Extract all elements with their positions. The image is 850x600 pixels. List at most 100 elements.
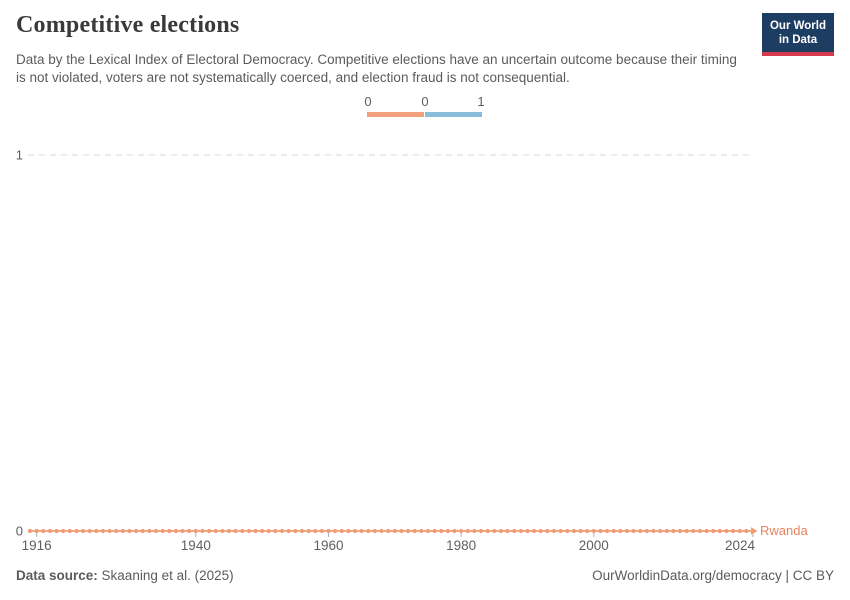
- series-point-1961: [333, 528, 338, 534]
- series-point-1950: [260, 528, 265, 534]
- series-point-1973: [412, 528, 417, 534]
- owid-logo-line2: in Data: [778, 34, 818, 46]
- legend-color-bar: [367, 112, 482, 117]
- series-point-2020: [724, 528, 729, 534]
- series-point-1944: [220, 528, 225, 534]
- series-point-2018: [711, 528, 716, 534]
- series-point-1987: [505, 528, 510, 534]
- series-point-2017: [704, 528, 709, 534]
- series-point-1988: [512, 528, 517, 534]
- series-point-1986: [498, 528, 504, 534]
- series-point-2004: [618, 528, 623, 534]
- series-point-1971: [399, 528, 404, 534]
- series-point-1964: [352, 528, 358, 534]
- series-point-1982: [472, 528, 477, 534]
- series-point-1951: [266, 528, 271, 534]
- series-label-rwanda: Rwanda: [760, 523, 808, 538]
- series-end-marker: [751, 527, 758, 535]
- series-point-1928: [114, 528, 119, 534]
- series-point-1938: [180, 528, 185, 534]
- series-point-1942: [206, 528, 212, 534]
- data-source-value: Skaaning et al. (2025): [101, 568, 234, 583]
- series-point-2016: [697, 528, 703, 534]
- x-axis-label-2024: 2024: [725, 538, 756, 553]
- series-point-1916: [34, 528, 39, 534]
- series-point-1995: [558, 528, 563, 534]
- legend-tick-label: 1: [477, 94, 485, 109]
- series-point-1949: [253, 528, 258, 534]
- series-point-1917: [41, 528, 46, 534]
- series-point-1920: [61, 528, 66, 534]
- series-point-2011: [664, 528, 669, 534]
- owid-logo-line1: Our World: [769, 20, 826, 32]
- series-point-1976: [432, 528, 437, 534]
- series-point-2000: [591, 528, 596, 534]
- series-point-1939: [187, 528, 192, 534]
- x-axis-label-1980: 1980: [446, 538, 476, 553]
- series-point-1965: [359, 528, 364, 534]
- x-axis-label-2000: 2000: [579, 538, 609, 553]
- series-point-1983: [478, 528, 484, 534]
- series-point-2008: [644, 528, 649, 534]
- series-point-1980: [459, 528, 464, 534]
- series-point-1956: [299, 528, 305, 534]
- series-point-1999: [585, 528, 590, 534]
- x-axis-label-1916: 1916: [22, 538, 52, 553]
- page-title: Competitive elections: [16, 12, 240, 38]
- series-point-2002: [604, 528, 610, 534]
- legend-tick-label: 0: [364, 94, 372, 109]
- data-source-label: Data source:: [16, 568, 98, 583]
- series-point-1934: [153, 528, 159, 534]
- y-axis-label-1: 1: [16, 148, 23, 163]
- series-point-1994: [551, 528, 557, 534]
- series-point-1918: [47, 528, 52, 534]
- series-point-1924: [87, 528, 92, 534]
- series-point-1972: [405, 528, 411, 534]
- series-point-2014: [684, 528, 689, 534]
- series-point-1998: [578, 528, 583, 534]
- series-point-2010: [658, 528, 663, 534]
- series-point-1925: [94, 528, 99, 534]
- series-point-1921: [67, 528, 72, 534]
- series-point-2021: [731, 528, 736, 534]
- series-point-1926: [100, 528, 106, 534]
- series-point-1923: [80, 528, 86, 534]
- series-point-1932: [140, 528, 145, 534]
- series-point-1975: [425, 528, 431, 534]
- series-point-2022: [737, 528, 742, 534]
- series-point-1990: [525, 528, 530, 534]
- owid-logo: Our World in Data: [761, 13, 834, 56]
- series-point-1922: [74, 528, 79, 534]
- series-point-1962: [339, 528, 344, 534]
- x-axis-label-1940: 1940: [181, 538, 211, 553]
- series-point-1981: [465, 528, 470, 534]
- series-point-1941: [200, 528, 205, 534]
- series-point-2001: [598, 528, 603, 534]
- series-point-1933: [147, 528, 152, 534]
- series-point-1937: [173, 528, 179, 534]
- series-point-1959: [319, 528, 324, 534]
- series-point-1947: [240, 528, 245, 534]
- color-legend: 0 0 1: [364, 94, 485, 119]
- series-point-2003: [611, 528, 616, 534]
- series-point-2012: [671, 528, 676, 534]
- y-axis-label-0: 0: [16, 524, 23, 539]
- series-point-1993: [545, 528, 550, 534]
- series-point-1989: [518, 528, 523, 534]
- series-point-2006: [631, 528, 636, 534]
- series-point-1996: [565, 528, 570, 534]
- series-point-2005: [624, 528, 630, 534]
- series-point-2023: [744, 528, 749, 534]
- series-point-1936: [167, 528, 172, 534]
- series-point-1930: [127, 528, 132, 534]
- series-point-1969: [386, 528, 391, 534]
- series-point-2013: [677, 528, 683, 534]
- legend-tick-label: 0: [421, 94, 429, 109]
- chart-subtitle: Data by the Lexical Index of Electoral D…: [16, 52, 737, 85]
- chart-footer: Data source: Skaaning et al. (2025) OurW…: [16, 568, 834, 583]
- series-point-1957: [306, 528, 311, 534]
- series-point-2007: [638, 528, 643, 534]
- series-point-1948: [246, 528, 251, 534]
